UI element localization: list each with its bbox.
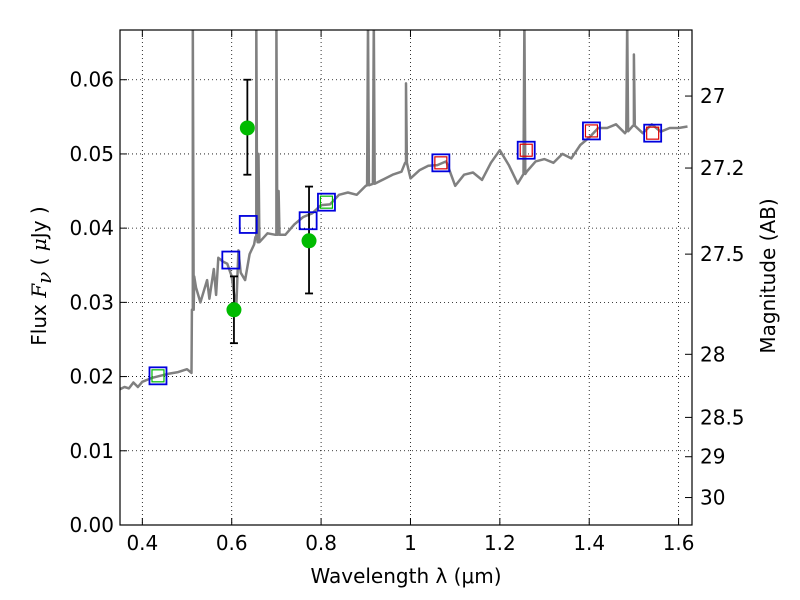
y-axis-label: Flux Fν ( μJy ) bbox=[27, 206, 56, 345]
observed-point bbox=[226, 302, 242, 318]
right-tick-label: 27.2 bbox=[700, 156, 745, 180]
observed-point bbox=[301, 233, 317, 249]
right-tick-label: 28 bbox=[700, 342, 725, 366]
y-label-prefix: Flux bbox=[27, 298, 51, 346]
right-tick-label: 29 bbox=[700, 445, 725, 469]
model-square-inner bbox=[646, 126, 660, 140]
model-square-inner bbox=[151, 369, 165, 383]
right-tick-label: 27 bbox=[700, 84, 725, 108]
right-tick-label: 27.5 bbox=[700, 242, 745, 266]
model-square-blue bbox=[298, 211, 318, 231]
model-square-blue bbox=[582, 121, 601, 141]
right-axis-label: Magnitude (AB) bbox=[756, 198, 780, 353]
y-tick-label: 0.05 bbox=[69, 142, 114, 166]
right-tick-label: 30 bbox=[700, 486, 725, 510]
right-tick-label: 28.5 bbox=[700, 405, 745, 429]
model-square-blue bbox=[238, 215, 258, 234]
x-tick-label: 0.6 bbox=[216, 531, 248, 555]
y-tick-label: 0.00 bbox=[69, 513, 114, 537]
x-tick-label: 0.4 bbox=[126, 531, 158, 555]
x-tick-label: 1.4 bbox=[573, 531, 605, 555]
x-tick-label: 1.2 bbox=[484, 531, 516, 555]
y-tick-label: 0.02 bbox=[69, 365, 114, 389]
plot-area bbox=[120, 30, 688, 391]
model-square-blue bbox=[317, 192, 336, 212]
model-square-blue bbox=[643, 123, 663, 143]
model-square-blue bbox=[431, 153, 451, 173]
y-tick-label: 0.04 bbox=[69, 216, 114, 240]
model-square-blue bbox=[148, 366, 168, 386]
y-label-mid: ( bbox=[27, 251, 51, 272]
axis-labels: Wavelength λ (μm) Flux Fν ( μJy ) Magnit… bbox=[27, 198, 780, 588]
y-tick-label: 0.03 bbox=[69, 290, 114, 314]
y-label-suffix: Jy ) bbox=[27, 206, 51, 240]
model-square-inner bbox=[584, 124, 599, 138]
x-tick-label: 1.6 bbox=[663, 531, 695, 555]
plot-frame bbox=[119, 29, 693, 526]
model-square-inner bbox=[434, 156, 448, 170]
model-square-inner bbox=[519, 143, 533, 157]
y-tick-label: 0.06 bbox=[69, 68, 114, 92]
model-square-blue bbox=[221, 250, 241, 270]
model-square-inner bbox=[319, 195, 334, 209]
x-tick-label: 0.8 bbox=[305, 531, 337, 555]
y-tick-label: 0.01 bbox=[69, 439, 114, 463]
model-square-blue bbox=[516, 140, 536, 160]
spectrum-line bbox=[120, 30, 688, 391]
axis-ticks: 0.4 0.6 0.8 1 1.2 1.4 1.6 0.00 0.01 0.02 0.03 0.04 0… bbox=[69, 30, 745, 555]
x-tick-label: 1 bbox=[404, 531, 417, 555]
observed-point bbox=[239, 120, 255, 136]
y-label-var: F bbox=[27, 283, 51, 299]
y-label-unit-var: μ bbox=[27, 238, 51, 251]
y-label-sub: ν bbox=[32, 272, 56, 284]
x-axis-label: Wavelength λ (μm) bbox=[310, 564, 501, 588]
